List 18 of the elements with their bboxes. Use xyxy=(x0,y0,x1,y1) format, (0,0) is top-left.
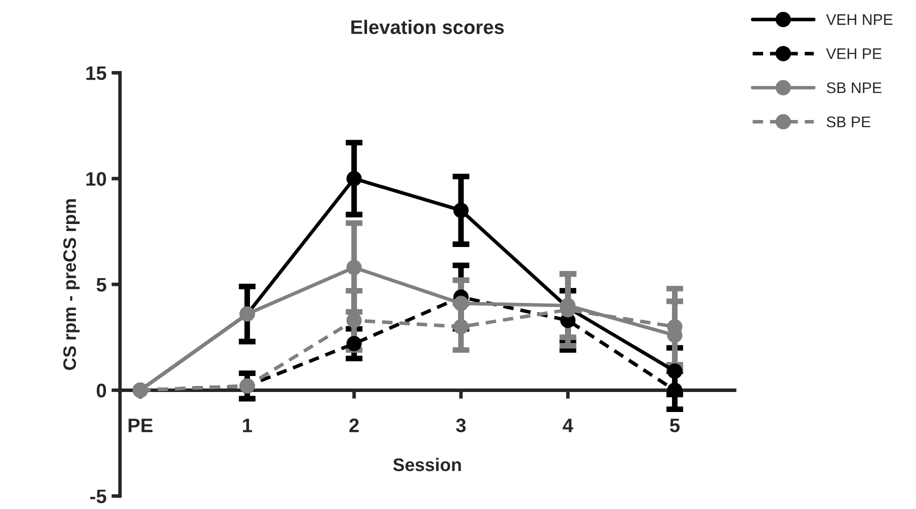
y-axis-title: CS rpm - preCS rpm xyxy=(63,199,80,370)
x-tick-label: 3 xyxy=(456,418,466,432)
x-tick-label: 1 xyxy=(243,418,252,432)
legend-label: SB PE xyxy=(826,116,870,128)
x-tick-label: PE xyxy=(128,418,153,432)
legend-label: SB NPE xyxy=(826,82,882,94)
y-tick-label: 10 xyxy=(86,172,106,186)
y-tick-label: 0 xyxy=(96,384,106,398)
legend-label: VEH NPE xyxy=(826,14,892,25)
y-tick-label: -5 xyxy=(90,490,106,504)
x-axis-title: Session xyxy=(393,458,461,472)
x-tick-label: 5 xyxy=(670,418,680,432)
legend-label: VEH PE xyxy=(826,48,882,59)
x-tick-label: 2 xyxy=(349,418,359,432)
chart-title: Elevation scores xyxy=(351,20,504,34)
x-tick-label: 4 xyxy=(562,418,574,432)
y-tick-label: 5 xyxy=(96,278,106,292)
y-tick-label: 15 xyxy=(86,66,106,80)
